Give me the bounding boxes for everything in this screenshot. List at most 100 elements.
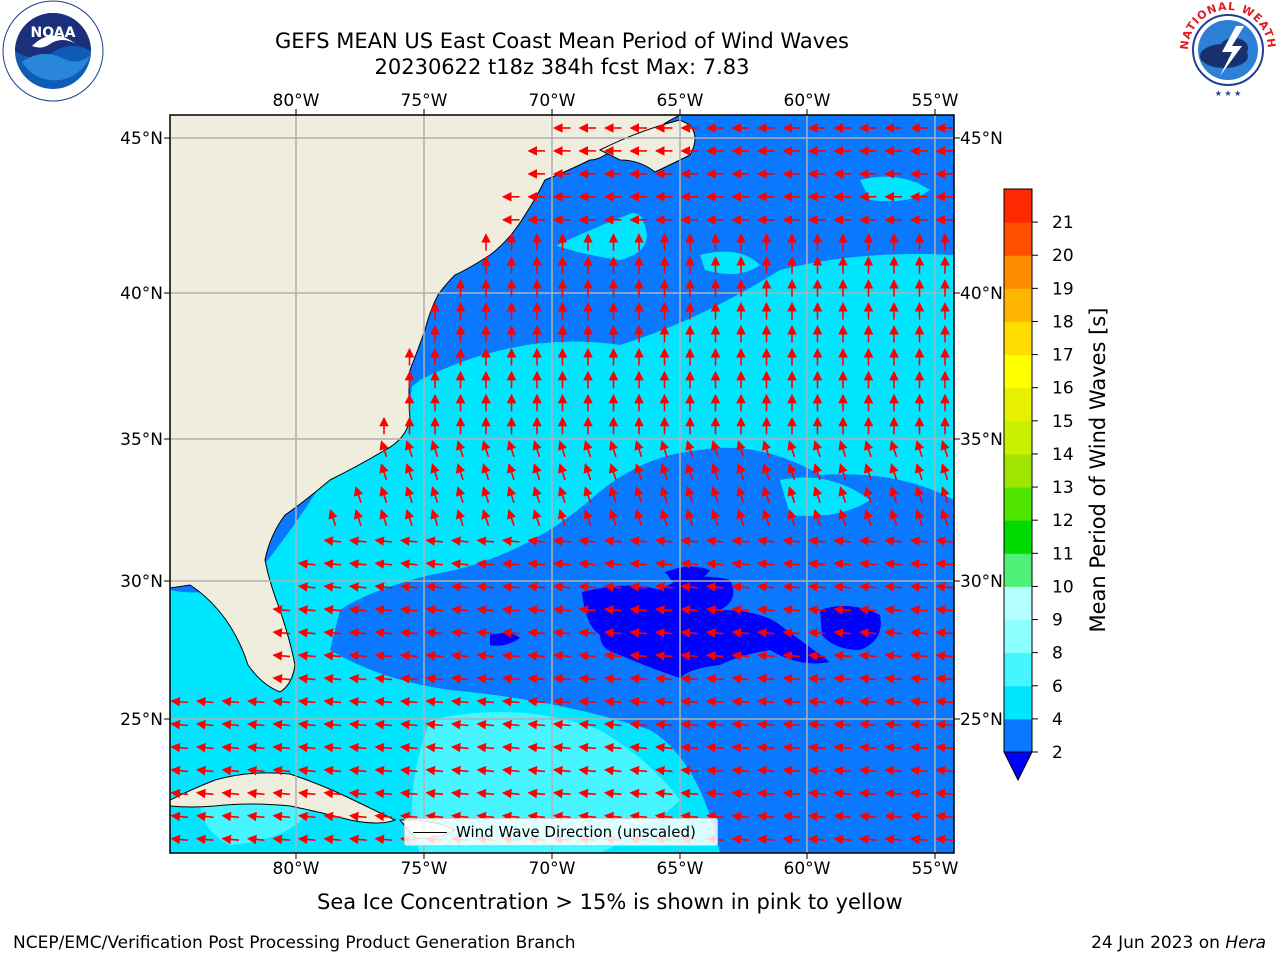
wind-wave-arrow [858,742,877,753]
wind-wave-arrow [858,536,877,546]
wind-wave-arrow [807,742,826,753]
colorbar-tick-label: 10 [1052,577,1074,597]
wind-wave-arrow [455,463,466,481]
wind-wave-arrow [603,559,622,569]
wind-wave-arrow [455,508,466,527]
wind-wave-arrow [246,696,265,707]
lon-label-top: 80°W [273,91,320,111]
wind-wave-arrow [731,651,750,661]
wind-wave-arrow [863,508,874,527]
wind-wave-arrow [685,463,695,481]
wind-wave-arrow [425,742,444,753]
wind-wave-arrow [501,696,520,707]
wind-wave-arrow [629,674,648,684]
wind-wave-arrow [858,811,877,822]
wind-wave-arrow [578,788,597,799]
footer-host: Hera [1225,933,1266,953]
wind-wave-arrow [889,463,899,481]
wind-wave-arrow [170,719,189,730]
lat-label-right: 25°N [960,710,1003,730]
wind-wave-arrow [731,811,750,822]
wind-wave-arrow [659,440,670,458]
wind-wave-arrow [608,508,619,527]
wind-wave-arrow [833,765,852,776]
wind-wave-arrow [532,440,542,458]
wind-wave-arrow [884,559,903,569]
wind-wave-arrow [833,811,852,822]
wind-wave-arrow [705,628,724,638]
wind-wave-arrow [807,834,826,845]
colorbar-segment [1004,487,1032,521]
chart-subtitle: 20230622 t18z 384h fcst Max: 7.83 [374,55,750,79]
wind-wave-arrow [297,696,316,707]
lat-label-left: 40°N [120,284,163,304]
wind-wave-arrow [476,719,495,730]
wind-wave-arrow [527,788,546,799]
wind-wave-arrow [807,605,826,615]
wind-wave-arrow [552,765,571,776]
wind-wave-arrow [246,765,265,776]
wind-wave-arrow [909,788,928,799]
wind-wave-arrow [379,440,389,458]
wind-wave-arrow [654,582,673,592]
wind-wave-arrow [578,582,597,592]
wind-wave-arrow [807,628,826,638]
wind-wave-arrow [603,811,622,822]
wind-wave-arrow [858,788,877,799]
nws-logo: NATIONAL WEATHER SERVICE ★ ★ ★ [1176,0,1277,98]
colorbar-segment [1004,586,1032,621]
wind-wave-arrow [527,605,546,615]
wind-wave-arrow [246,788,265,799]
wind-wave-arrow [659,486,670,504]
wind-wave-arrow [501,536,520,546]
wind-wave-arrow [782,788,801,799]
wind-wave-arrow [782,696,801,707]
wind-wave-arrow [935,605,954,615]
wind-wave-arrow [833,834,852,845]
wind-wave-arrow [476,674,495,684]
wind-wave-arrow [506,486,517,504]
wind-wave-arrow [476,788,495,799]
wind-wave-arrow [710,440,721,458]
wind-wave-arrow [195,788,214,799]
wind-wave-arrow [858,605,877,615]
wind-wave-arrow [710,486,721,504]
wind-wave-arrow [552,536,571,546]
wind-wave-arrow [909,719,928,730]
wind-wave-arrow [399,742,418,753]
wind-wave-arrow [884,696,903,707]
wind-wave-arrow [833,719,852,730]
wind-wave-arrow [889,486,899,504]
wind-wave-arrow [782,719,801,730]
wind-wave-arrow [501,582,520,592]
wind-wave-arrow [756,582,775,592]
wind-wave-arrow [348,811,367,822]
wind-wave-arrow [838,440,848,458]
wind-wave-arrow [914,508,925,527]
wind-wave-arrow [680,605,699,615]
land [170,115,696,839]
wind-wave-arrow [807,582,826,592]
wind-wave-arrow [863,463,874,481]
wind-wave-arrow [374,536,393,546]
wind-wave-arrow [654,651,673,661]
wind-wave-arrow [578,651,597,661]
wind-wave-arrow [399,788,418,799]
wind-wave-arrow [425,674,444,684]
wind-wave-arrow [578,719,597,730]
wind-wave-arrow [884,651,903,661]
wind-wave-arrow [940,486,950,504]
wind-wave-arrow [629,651,648,661]
wind-wave-arrow [246,811,265,822]
wind-wave-arrow [833,651,852,661]
colorbar-segment [1004,321,1032,356]
wind-wave-arrow [935,834,954,845]
wind-wave-arrow [629,696,648,707]
wind-wave-arrow [450,719,469,730]
wind-wave-arrow [374,719,393,730]
wind-wave-arrow [909,834,928,845]
wind-wave-arrow [552,582,571,592]
wind-wave-arrow [404,463,415,481]
wind-wave-arrow [782,651,801,661]
graticule [170,115,954,853]
